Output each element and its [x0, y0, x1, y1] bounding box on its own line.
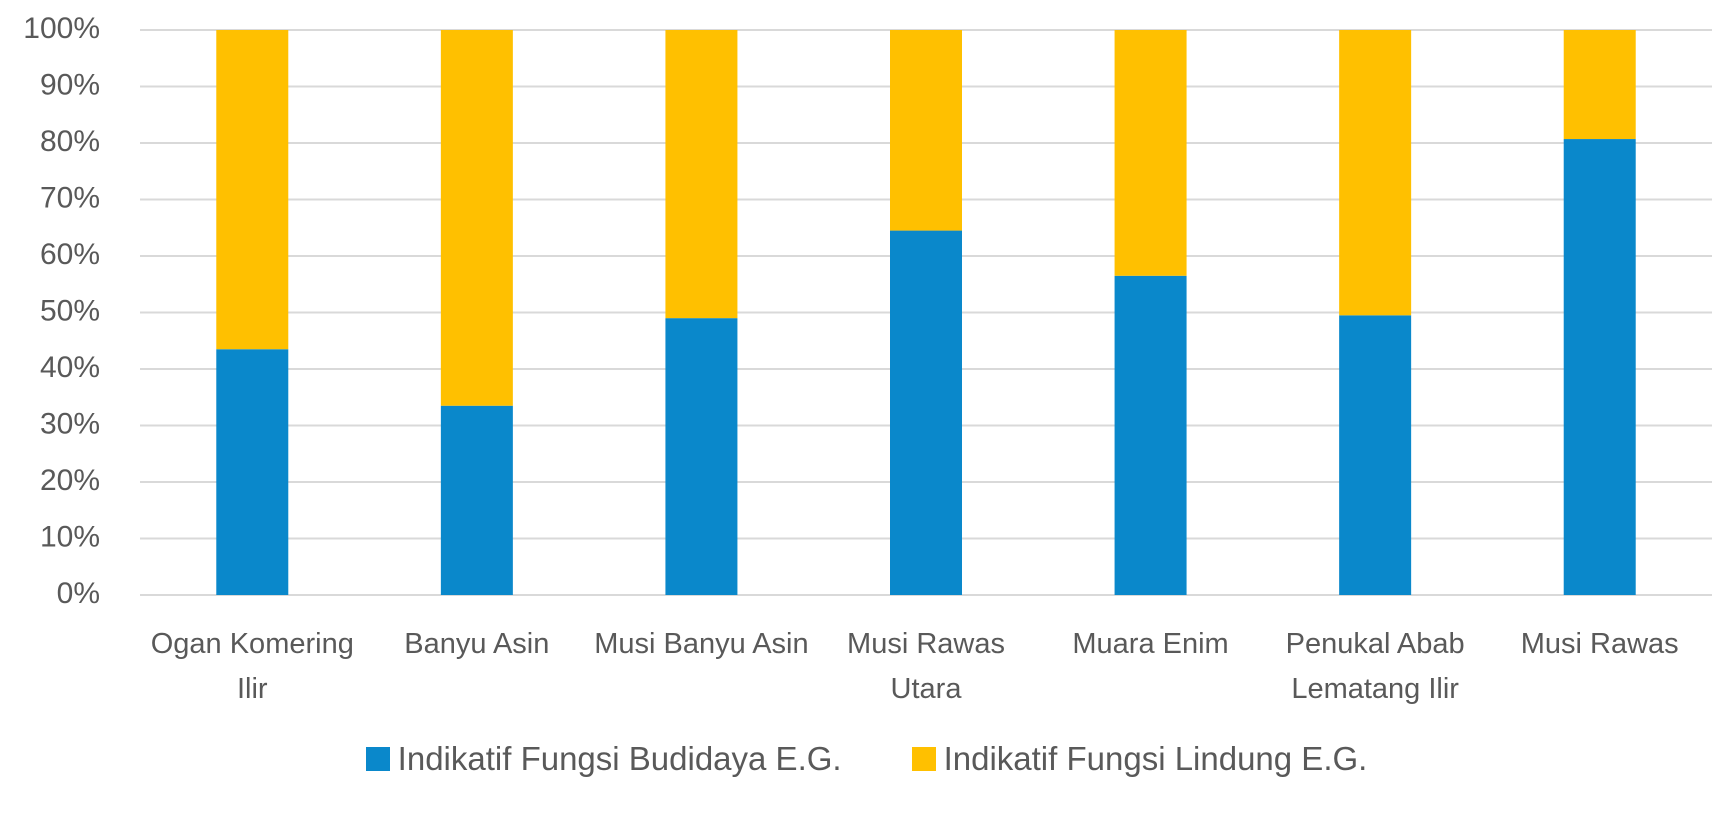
bar-segment [216, 30, 289, 350]
bar-segment [1339, 30, 1412, 316]
bar-segment [1114, 30, 1187, 276]
x-tick-label: Muara Enim [1072, 628, 1229, 660]
y-tick-label: 30% [40, 407, 100, 440]
bar-segment [890, 30, 962, 231]
y-tick-label: 80% [40, 125, 100, 158]
x-tick-label: Banyu Asin [404, 628, 550, 660]
y-tick-label: 90% [40, 68, 100, 101]
legend-label: Indikatif Fungsi Lindung E.G. [943, 740, 1368, 777]
y-tick-label: 40% [40, 351, 100, 384]
x-tick-label: Musi Rawas Utara [847, 628, 1005, 705]
x-tick-label: Ogan Komering Ilir [150, 628, 354, 705]
bar-segment [1114, 275, 1187, 595]
bar-segment [216, 349, 289, 595]
x-tick-label: Musi Rawas [1520, 628, 1679, 660]
y-tick-label: 50% [40, 294, 100, 327]
y-tick-label: 0% [57, 577, 100, 610]
y-tick-label: 10% [40, 520, 100, 553]
legend-label: Indikatif Fungsi Budidaya E.G. [397, 740, 842, 777]
legend-item: Indikatif Fungsi Budidaya E.G. [365, 740, 842, 778]
bar-segment [440, 30, 513, 406]
bar-segment [1563, 30, 1636, 140]
legend: Indikatif Fungsi Budidaya E.G. Indikatif … [0, 740, 1733, 778]
legend-swatch [911, 747, 936, 771]
bar-segment [890, 230, 962, 595]
bar-segment [1339, 315, 1412, 595]
y-tick-label: 60% [40, 238, 100, 271]
y-tick-label: 70% [40, 181, 100, 214]
bar-segment [1563, 139, 1636, 596]
y-tick-label: 100% [23, 12, 100, 45]
legend-swatch [365, 747, 390, 771]
legend-item: Indikatif Fungsi Lindung E.G. [911, 740, 1368, 778]
x-tick-label: Penukal Abab Lematang Ilir [1285, 628, 1465, 705]
x-tick-label: Musi Banyu Asin [594, 628, 809, 660]
bar-segment [665, 30, 738, 319]
bar-segment [440, 405, 513, 595]
bar-segment [665, 318, 738, 595]
y-tick-label: 20% [40, 464, 100, 497]
